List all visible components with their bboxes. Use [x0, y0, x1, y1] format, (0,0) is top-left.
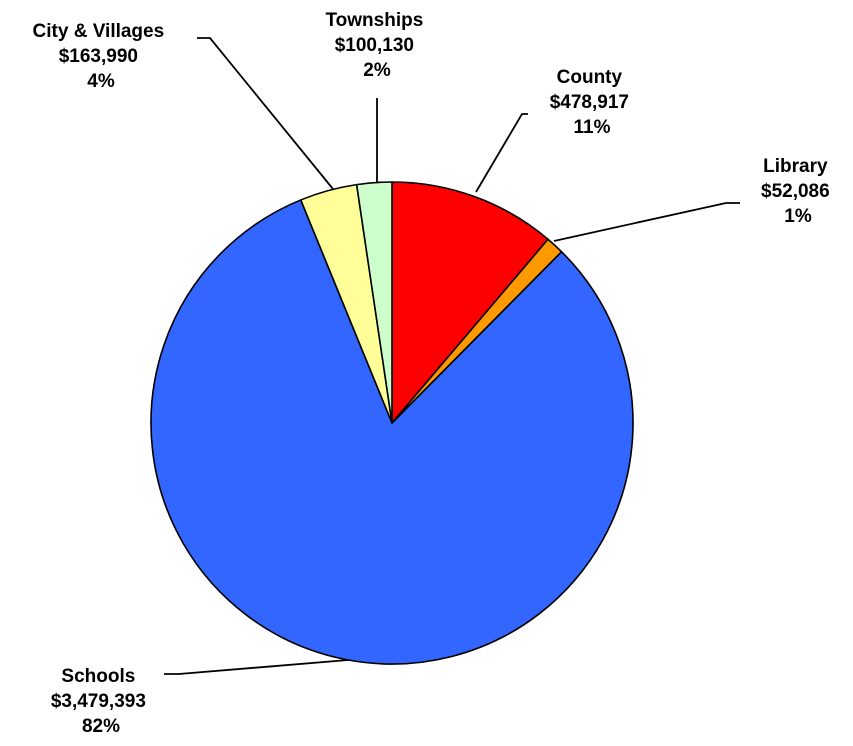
slice-label-county: County $478,917 11%: [550, 67, 635, 138]
slice-label-townships: Townships $100,130 2%: [325, 10, 428, 81]
pie-slice-townships: [355, 181, 393, 424]
leader-line-county: [475, 113, 528, 193]
slice-label-library-percent: 1%: [784, 206, 812, 227]
slice-label-schools-name: Schools: [61, 666, 135, 687]
slice-label-county-name: County: [557, 67, 623, 88]
leader-lines: [164, 37, 740, 675]
slice-label-townships-amount: $100,130: [335, 35, 414, 56]
slice-label-townships-percent: 2%: [363, 60, 391, 81]
slice-label-library: Library $52,086 1%: [761, 156, 835, 227]
slice-label-townships-name: Townships: [325, 10, 423, 31]
slice-label-schools-amount: $3,479,393: [51, 691, 146, 712]
leader-line-city-villages: [197, 37, 334, 190]
pie-slice-county: [391, 181, 549, 424]
slice-label-library-amount: $52,086: [761, 181, 830, 202]
pie-slices: [150, 181, 634, 665]
slice-label-county-percent: 11%: [574, 117, 611, 138]
slice-label-city-villages-amount: $163,990: [59, 46, 138, 67]
slice-label-schools: Schools $3,479,393 82%: [51, 666, 151, 737]
slice-label-city-villages: City & Villages $163,990 4%: [33, 21, 170, 92]
slice-label-city-villages-percent: 4%: [87, 71, 115, 92]
slice-label-county-amount: $478,917: [550, 92, 629, 113]
slice-labels: County $478,917 11% Library $52,086 1% S…: [33, 10, 835, 737]
leader-line-schools: [164, 659, 349, 675]
slice-label-city-villages-name: City & Villages: [33, 21, 165, 42]
leader-line-library: [553, 202, 740, 242]
slice-label-schools-percent: 82%: [82, 716, 120, 737]
slice-label-library-name: Library: [763, 156, 828, 177]
